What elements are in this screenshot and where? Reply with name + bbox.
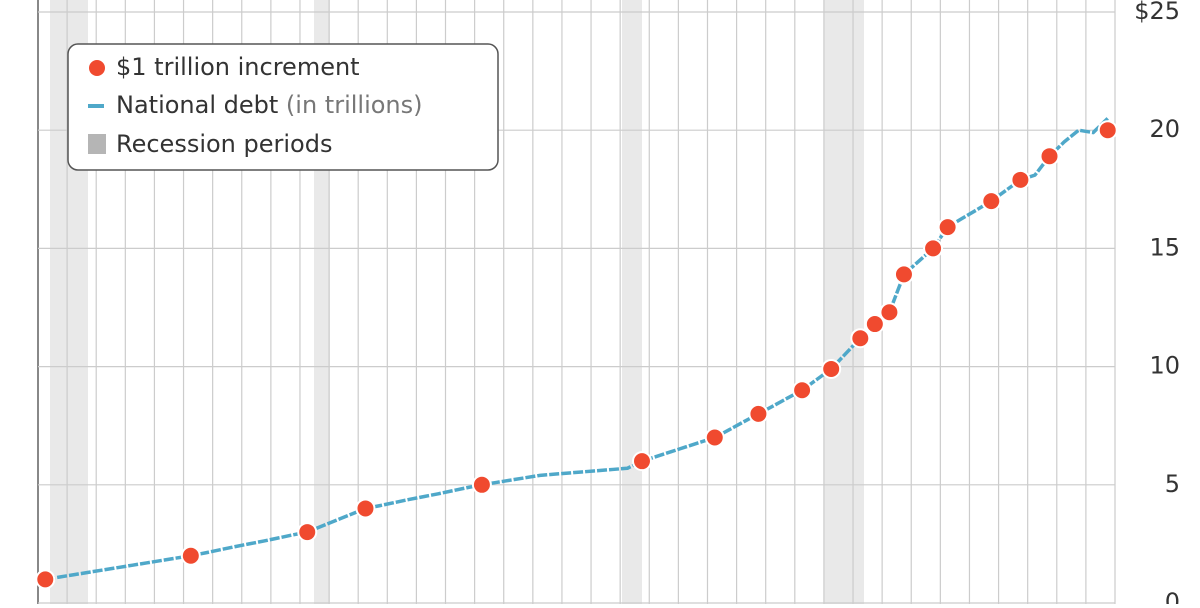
legend-label: Recession periods: [116, 130, 332, 158]
y-tick-label: 10: [1149, 352, 1180, 380]
increment-dot: [471, 474, 492, 495]
increment-dot: [1039, 146, 1060, 167]
increment-dot: [792, 380, 813, 401]
legend-box: [67, 43, 499, 171]
increment-dot: [297, 522, 318, 543]
increment-dot: [355, 498, 376, 519]
y-tick-label: $25: [1134, 0, 1180, 25]
increment-dot: [937, 217, 958, 238]
increment-dot: [35, 569, 56, 590]
increment-dot: [850, 328, 871, 349]
y-tick-label: 20: [1149, 115, 1180, 143]
legend-swatch: [88, 134, 106, 154]
increment-dot: [821, 358, 842, 379]
legend-label: $1 trillion increment: [116, 53, 360, 81]
increment-dot: [704, 427, 725, 448]
increment-dot: [864, 314, 885, 335]
increment-dot: [748, 403, 769, 424]
increment-dot: [631, 451, 652, 472]
increment-dot: [1097, 120, 1118, 141]
y-tick-label: 15: [1149, 233, 1180, 261]
y-tick-label: 5: [1165, 470, 1180, 498]
y-tick-label: 0: [1165, 588, 1180, 604]
increment-dot: [1010, 169, 1031, 190]
marks: [35, 117, 1118, 590]
increment-dot: [981, 191, 1002, 212]
increment-dot: [180, 545, 201, 566]
legend-note: (in trillions): [286, 91, 423, 119]
increment-dot: [893, 264, 914, 285]
legend-dot: [89, 60, 105, 76]
debt-line: [44, 117, 1109, 582]
legend-label: National debt (in trillions): [116, 91, 423, 119]
increment-dot: [879, 302, 900, 323]
legend: $1 trillion increment National debt (in …: [67, 43, 499, 171]
recession-band: [824, 0, 864, 604]
increment-dot: [923, 238, 944, 259]
recession-band: [622, 0, 642, 604]
legend-label: National debt: [116, 91, 278, 119]
